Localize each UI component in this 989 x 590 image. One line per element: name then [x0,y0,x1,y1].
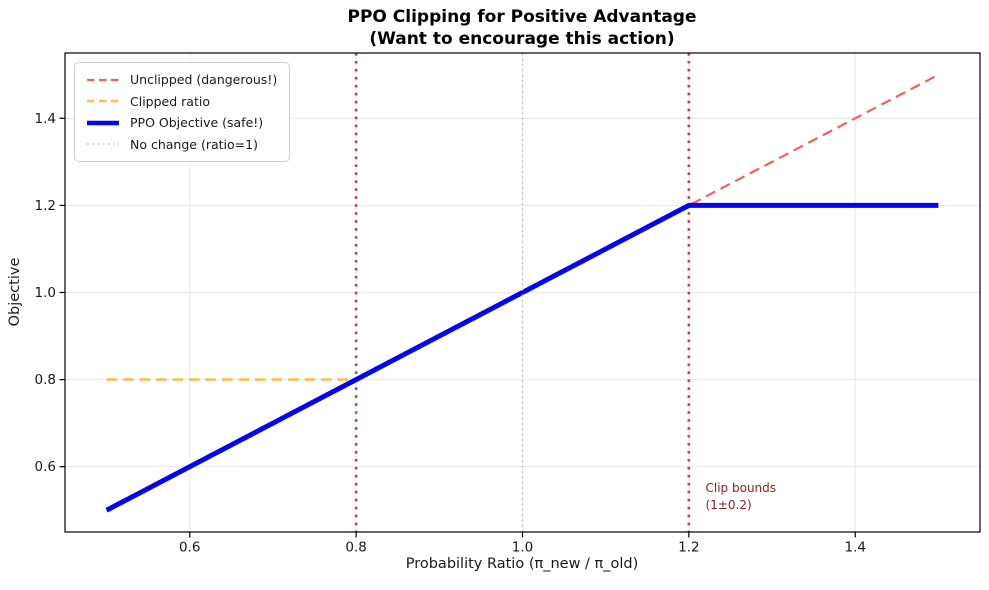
chart-subtitle: (Want to encourage this action) [369,29,675,49]
chart-title: PPO Clipping for Positive Advantage [347,7,697,27]
legend-line-sample [87,120,119,125]
clip-bounds-annotation-line1: Clip bounds [705,480,777,495]
x-tick-label: 1.4 [844,540,865,556]
clip-bounds-annotation: Clip bounds (1±0.2) [706,480,777,514]
y-axis-label: Objective [7,257,23,327]
legend-item-no-change-ratio-1: No change (ratio=1) [86,136,277,153]
clip-bounds-annotation-line2: (1±0.2) [705,497,752,512]
y-tick-label: 0.6 [35,459,56,475]
y-tick-label: 0.8 [35,372,56,388]
legend-item-clipped-ratio: Clipped ratio [86,93,277,110]
x-axis-label: Probability Ratio (π_new / π_old) [405,556,639,572]
y-tick-label: 1.2 [35,198,56,214]
legend-item-unclipped-dangerous: Unclipped (dangerous!) [86,71,277,88]
legend-line-sample [87,143,119,145]
legend-label: PPO Objective (safe!) [130,115,264,130]
legend-line-sample [87,99,119,103]
y-tick-label: 1.4 [35,111,56,127]
x-tick-label: 1.2 [678,540,699,556]
x-tick-label: 0.6 [179,540,200,556]
chart-title-block: PPO Clipping for Positive Advantage (Wan… [348,6,697,50]
x-tick-label: 1.0 [512,540,533,556]
series-line-ppo-objective-safe [105,202,939,513]
legend-item-ppo-objective-safe: PPO Objective (safe!) [86,114,277,131]
legend-label: Clipped ratio [130,93,210,109]
x-tick-label: 0.8 [345,540,366,556]
legend-line-sample [87,78,119,81]
legend-label: No change (ratio=1) [130,136,258,152]
legend-label: Unclipped (dangerous!) [130,72,278,87]
y-tick-label: 1.0 [35,285,56,301]
legend: Unclipped (dangerous!) Clipped ratio PPO O… [74,62,291,162]
